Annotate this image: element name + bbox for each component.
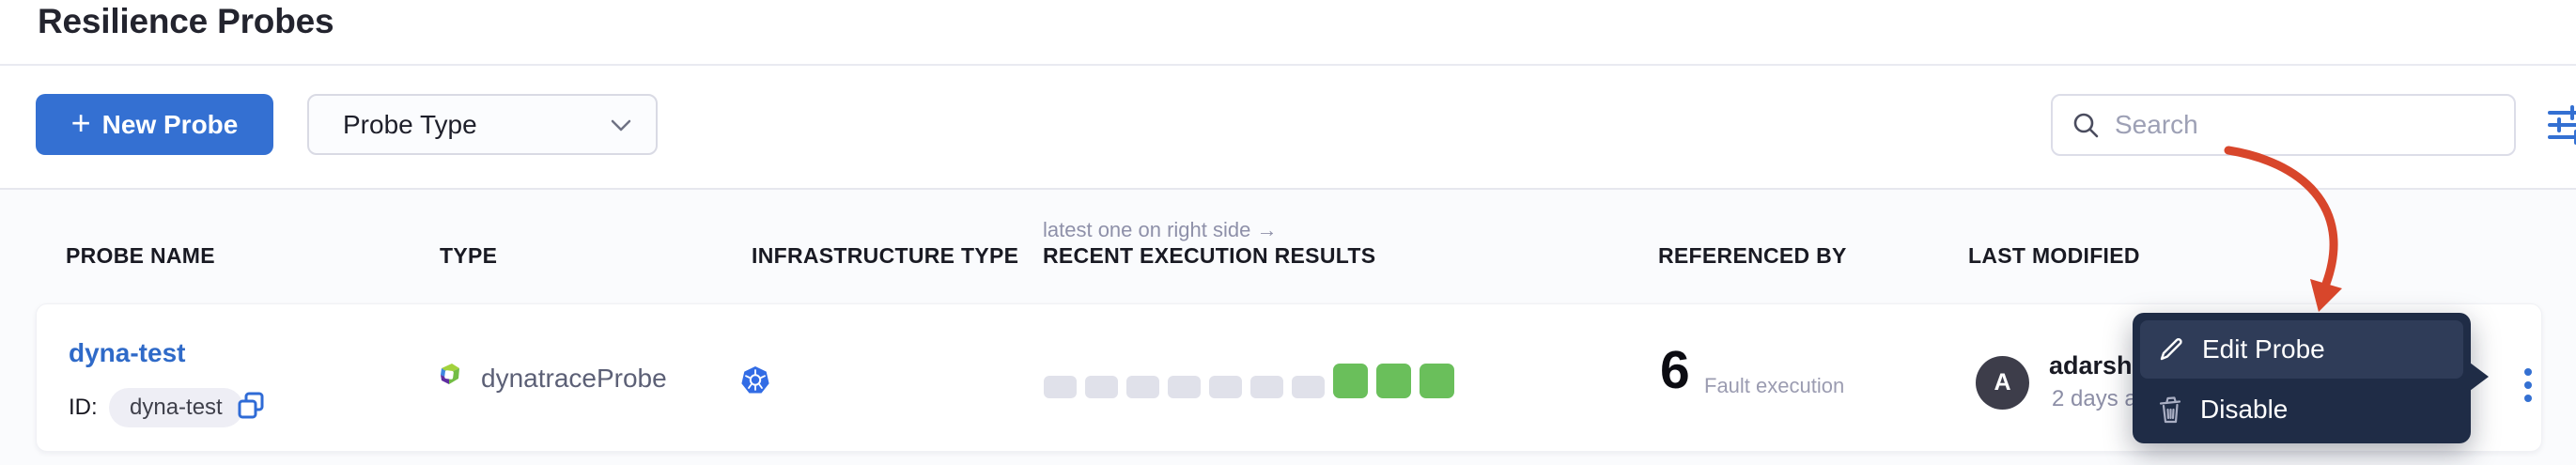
execution-square-none <box>1085 376 1118 398</box>
page-title: Resilience Probes <box>38 2 334 40</box>
col-header-referenced-by: REFERENCED BY <box>1658 243 1847 268</box>
col-header-infrastructure-type: INFRASTRUCTURE TYPE <box>752 243 1019 268</box>
execution-square-passed <box>1420 364 1454 398</box>
row-menu-button[interactable] <box>2521 364 2536 406</box>
search-box[interactable] <box>2051 94 2516 156</box>
probe-id-value: dyna-test <box>109 388 243 427</box>
probe-type-select[interactable]: Probe Type <box>307 94 658 155</box>
menu-caret <box>2470 363 2489 391</box>
execution-square-none <box>1209 376 1242 398</box>
execution-square-passed <box>1376 364 1411 398</box>
execution-results <box>1044 364 1454 398</box>
header-divider <box>0 64 2576 66</box>
probe-name-link[interactable]: dyna-test <box>69 338 186 367</box>
execution-square-passed <box>1333 364 1368 398</box>
search-icon <box>2073 113 2099 138</box>
search-input[interactable] <box>2113 109 2495 141</box>
col-header-last-modified: LAST MODIFIED <box>1968 243 2140 268</box>
menu-item-edit-probe-label: Edit Probe <box>2202 334 2325 364</box>
last-modified-user: adarsh <box>2049 351 2133 380</box>
dynatrace-probe-icon <box>441 364 459 384</box>
pencil-icon <box>2160 338 2182 361</box>
execution-square-none <box>1044 376 1077 398</box>
referenced-by-count: 6 <box>1660 340 1690 400</box>
execution-results-annotation: latest one on right side → <box>1043 218 1278 241</box>
probe-type-value: dynatraceProbe <box>481 364 667 393</box>
avatar: A <box>1976 356 2029 410</box>
copy-icon[interactable] <box>236 391 266 421</box>
menu-item-edit-probe[interactable]: Edit Probe <box>2140 320 2463 379</box>
filter-sliders-icon[interactable] <box>2548 105 2576 145</box>
plus-icon: + <box>70 102 91 142</box>
trash-icon <box>2159 396 2181 424</box>
probe-id-label: ID: <box>69 395 98 420</box>
menu-item-disable[interactable]: Disable <box>2140 382 2463 437</box>
menu-item-disable-label: Disable <box>2200 395 2289 424</box>
table-row[interactable]: dyna-test ID: dyna-test dynatraceProbe <box>36 303 2542 452</box>
execution-square-none <box>1250 376 1283 398</box>
referenced-by-label: Fault execution <box>1704 374 1845 397</box>
chevron-down-icon <box>611 119 631 131</box>
new-probe-label: New Probe <box>101 109 239 139</box>
probe-type-label: Probe Type <box>343 109 477 139</box>
kubernetes-icon <box>741 366 769 394</box>
col-header-recent-execution-results: RECENT EXECUTION RESULTS <box>1043 243 1376 268</box>
new-probe-button[interactable]: + New Probe <box>36 94 273 155</box>
col-header-type: TYPE <box>440 243 498 268</box>
col-header-probe-name: PROBE NAME <box>66 243 215 268</box>
execution-square-none <box>1126 376 1159 398</box>
execution-square-none <box>1168 376 1201 398</box>
execution-square-none <box>1292 376 1325 398</box>
